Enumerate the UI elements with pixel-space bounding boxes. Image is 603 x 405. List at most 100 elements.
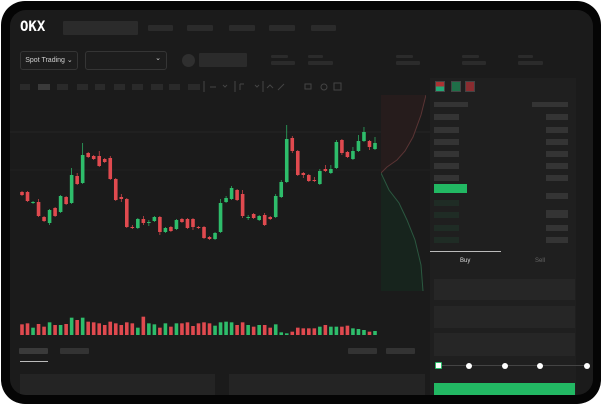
candle bbox=[251, 213, 256, 219]
candle bbox=[80, 143, 85, 184]
volume-bar bbox=[351, 328, 355, 335]
nav-item[interactable] bbox=[148, 25, 173, 31]
candlestick-chart[interactable] bbox=[10, 95, 430, 345]
candle-body bbox=[169, 227, 173, 231]
bid-amount bbox=[546, 225, 568, 231]
slider-stop-100[interactable] bbox=[584, 363, 590, 369]
candle bbox=[97, 151, 102, 167]
timeframe-button[interactable] bbox=[132, 84, 143, 90]
ask-price[interactable] bbox=[434, 151, 459, 157]
candle-body bbox=[373, 143, 377, 149]
tab-buy[interactable]: Buy bbox=[460, 258, 471, 264]
nav-item[interactable] bbox=[269, 25, 295, 31]
last-price-badge bbox=[434, 184, 467, 193]
volume-bar bbox=[163, 323, 168, 335]
amount-slider-track[interactable] bbox=[438, 365, 588, 366]
timeframe-button[interactable] bbox=[57, 84, 68, 90]
candle bbox=[301, 172, 306, 178]
timeframe-button[interactable] bbox=[20, 84, 30, 90]
amount-input[interactable] bbox=[434, 306, 575, 328]
candle-body bbox=[97, 156, 102, 166]
ask-price[interactable] bbox=[434, 163, 459, 169]
timeframe-button[interactable] bbox=[95, 84, 105, 90]
bid-price[interactable] bbox=[434, 212, 459, 218]
candle bbox=[174, 219, 179, 230]
spread-value bbox=[546, 193, 568, 199]
ask-price[interactable] bbox=[434, 139, 459, 145]
nav-item[interactable] bbox=[187, 25, 213, 31]
volume-bar bbox=[340, 326, 344, 335]
trading-app: OKX Spot Trading ⌄ ⌄ bbox=[10, 10, 593, 395]
timeframe-button[interactable] bbox=[188, 84, 200, 90]
slider-handle[interactable] bbox=[435, 362, 442, 369]
candle bbox=[25, 191, 30, 202]
orderbook-view-both[interactable] bbox=[435, 81, 445, 92]
candle-body bbox=[367, 141, 372, 147]
orderbook-view-asks[interactable] bbox=[465, 81, 475, 92]
pair-select[interactable]: ⌄ bbox=[85, 51, 167, 70]
candle-body bbox=[124, 199, 129, 227]
ask-price[interactable] bbox=[434, 127, 459, 133]
stat-value bbox=[271, 61, 295, 65]
candle bbox=[185, 218, 190, 229]
bid-price[interactable] bbox=[434, 200, 459, 206]
volume-bar bbox=[334, 326, 339, 335]
volume-bar bbox=[136, 327, 140, 335]
timeframe-button[interactable] bbox=[169, 84, 180, 90]
bid-price[interactable] bbox=[434, 237, 459, 243]
volume-bar bbox=[290, 331, 295, 335]
slider-stop-50[interactable] bbox=[502, 363, 508, 369]
bid-price[interactable] bbox=[434, 225, 459, 231]
candle-body bbox=[64, 197, 68, 204]
ask-price[interactable] bbox=[434, 175, 459, 181]
timeframe-button[interactable] bbox=[151, 84, 163, 90]
slider-stop-75[interactable] bbox=[537, 363, 543, 369]
volume-bar bbox=[202, 322, 206, 335]
candle bbox=[47, 209, 52, 225]
candle-body bbox=[213, 233, 217, 239]
market-select[interactable]: Spot Trading ⌄ bbox=[20, 51, 78, 70]
candle-body bbox=[185, 219, 190, 228]
tab-orders[interactable] bbox=[19, 348, 48, 354]
orderbook-view-bids[interactable] bbox=[451, 81, 461, 92]
nav-item[interactable] bbox=[229, 25, 255, 31]
candle bbox=[113, 178, 118, 201]
candle-body bbox=[136, 219, 140, 228]
buy-button[interactable] bbox=[434, 383, 575, 395]
candle bbox=[290, 136, 295, 153]
tab-sell[interactable]: Sell bbox=[535, 258, 546, 264]
assets-panel bbox=[229, 374, 425, 395]
chart-tools-icons[interactable] bbox=[203, 81, 353, 93]
filter-button[interactable] bbox=[386, 348, 415, 354]
candle-body bbox=[141, 219, 146, 223]
volume-bar bbox=[318, 326, 322, 335]
candle bbox=[229, 186, 234, 200]
volume-bar bbox=[257, 325, 261, 335]
tab-history[interactable] bbox=[60, 348, 89, 354]
volume-bar bbox=[102, 325, 107, 335]
coin-avatar bbox=[182, 54, 195, 67]
candle bbox=[240, 190, 245, 218]
candle bbox=[86, 152, 90, 158]
slider-stop-25[interactable] bbox=[466, 363, 472, 369]
timeframe-button[interactable] bbox=[114, 84, 125, 90]
timeframe-button[interactable] bbox=[38, 84, 50, 90]
candle-body bbox=[251, 214, 256, 218]
stat-label bbox=[462, 55, 479, 58]
candle bbox=[202, 226, 206, 239]
filter-button[interactable] bbox=[348, 348, 377, 354]
ask-price[interactable] bbox=[434, 114, 459, 120]
search-bar[interactable] bbox=[63, 21, 138, 35]
volume-bar bbox=[213, 325, 217, 335]
candle bbox=[158, 216, 162, 235]
nav-item[interactable] bbox=[311, 25, 336, 31]
total-input[interactable] bbox=[434, 333, 575, 356]
candle-body bbox=[295, 151, 300, 175]
ask-amount bbox=[546, 127, 568, 133]
candle bbox=[31, 201, 35, 204]
timeframe-button[interactable] bbox=[77, 84, 88, 90]
candle bbox=[69, 168, 74, 204]
okx-logo[interactable]: OKX bbox=[20, 19, 46, 35]
gear-icon bbox=[320, 83, 328, 91]
price-input[interactable] bbox=[434, 279, 575, 300]
